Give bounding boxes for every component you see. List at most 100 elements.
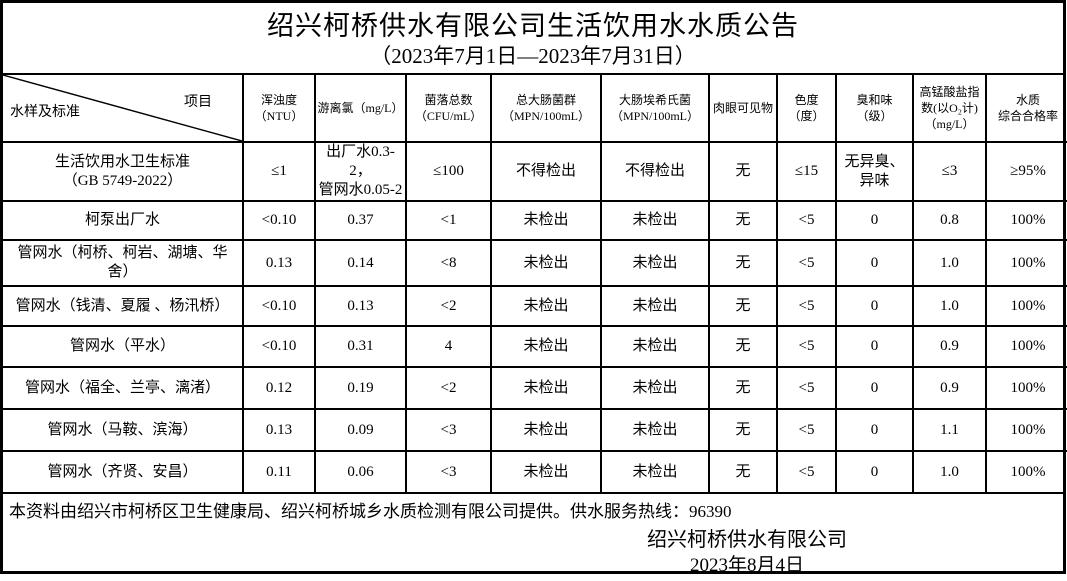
table-cell: 0 <box>835 325 914 368</box>
corner-header-cell: 水样及标准 项目 <box>2 74 244 143</box>
table-cell: <5 <box>776 200 837 241</box>
corner-label-samples: 水样及标准 <box>10 105 80 121</box>
row-label: 管网水（福全、兰亭、漓渚） <box>2 366 244 410</box>
table-cell: 无 <box>708 450 778 493</box>
table-cell: <2 <box>405 366 492 410</box>
table-cell: 0.06 <box>314 450 407 493</box>
column-header-colony-count: 菌落总数 （CFU/mL） <box>405 74 492 143</box>
footer-block: 本资料由绍兴市柯桥区卫生健康局、绍兴柯桥城乡水质检测有限公司提供。供水服务热线：… <box>3 492 1063 581</box>
table-cell: 4 <box>405 325 492 368</box>
table-cell: 不得检出 <box>490 141 602 202</box>
table-cell: <0.10 <box>242 200 316 241</box>
row-label: 管网水（平水） <box>2 325 244 368</box>
table-cell: 0.13 <box>242 239 316 287</box>
row-label: 柯泵出厂水 <box>2 200 244 241</box>
table-cell: 1.0 <box>912 285 987 327</box>
table-cell: 无 <box>708 408 778 452</box>
column-header-odor: 臭和味 （级） <box>835 74 914 143</box>
table-cell: <5 <box>776 325 837 368</box>
table-cell: 0.9 <box>912 325 987 368</box>
table-cell: 100% <box>985 200 1067 241</box>
table-cell: 1.0 <box>912 239 987 287</box>
table-cell: <3 <box>405 450 492 493</box>
table-cell: ≥95% <box>985 141 1067 202</box>
table-cell: 未检出 <box>490 450 602 493</box>
table-cell: 未检出 <box>600 325 710 368</box>
column-header-chroma: 色度 （度） <box>776 74 837 143</box>
table-cell: 未检出 <box>490 325 602 368</box>
page-title: 绍兴柯桥供水有限公司生活饮用水水质公告 <box>267 11 799 41</box>
table-cell: 0.9 <box>912 366 987 410</box>
table-cell: <0.10 <box>242 285 316 327</box>
table-cell: 0.12 <box>242 366 316 410</box>
table-cell: 无 <box>708 325 778 368</box>
table-row: 管网水（齐贤、安昌） 0.11 0.06 <3 未检出 未检出 无 <5 0 1… <box>2 450 1067 493</box>
table-cell: 100% <box>985 450 1067 493</box>
table-cell: 无 <box>708 239 778 287</box>
table-row-standard: 生活饮用水卫生标准 （GB 5749-2022） ≤1 出厂水0.3-2， 管网… <box>2 141 1067 202</box>
table-cell: 无 <box>708 200 778 241</box>
table-cell: 0.09 <box>314 408 407 452</box>
table-cell: 无 <box>708 285 778 327</box>
table-cell: 0 <box>835 200 914 241</box>
table-cell: 未检出 <box>600 200 710 241</box>
table-cell: 0.13 <box>242 408 316 452</box>
table-cell: ≤100 <box>405 141 492 202</box>
table-cell: 0.14 <box>314 239 407 287</box>
table-cell: 0.37 <box>314 200 407 241</box>
table-cell: <5 <box>776 408 837 452</box>
table-cell: 1.0 <box>912 450 987 493</box>
table-cell: 0 <box>835 285 914 327</box>
table-cell: 未检出 <box>600 366 710 410</box>
column-header-permanganate: 高锰酸盐指 数(以O₂计) （mg/L） <box>912 74 987 143</box>
table-cell: 未检出 <box>600 450 710 493</box>
table-cell: 未检出 <box>490 408 602 452</box>
table-cell: 出厂水0.3-2， 管网水0.05-2 <box>314 141 407 202</box>
table-cell: 0 <box>835 450 914 493</box>
table-row: 柯泵出厂水 <0.10 0.37 <1 未检出 未检出 无 <5 0 0.8 1… <box>2 200 1067 241</box>
column-header-total-coliform: 总大肠菌群 （MPN/100mL） <box>490 74 602 143</box>
table-cell: 1.1 <box>912 408 987 452</box>
table-cell: 0 <box>835 239 914 287</box>
table-cell: 未检出 <box>490 285 602 327</box>
table-cell: <8 <box>405 239 492 287</box>
signature-date: 2023年8月4日 <box>689 555 804 576</box>
table-header-row: 水样及标准 项目 浑浊度 （NTU） 游离氯（mg/L） 菌落总数 （CFU/m… <box>2 74 1067 143</box>
table-row: 管网水（钱清、夏履 、杨汛桥） <0.10 0.13 <2 未检出 未检出 无 … <box>2 285 1067 327</box>
table-cell: <5 <box>776 285 837 327</box>
table-cell: 无异臭、 异味 <box>835 141 914 202</box>
footer-note: 本资料由绍兴市柯桥区卫生健康局、绍兴柯桥城乡水质检测有限公司提供。供水服务热线：… <box>9 502 732 521</box>
table-row: 管网水（平水） <0.10 0.31 4 未检出 未检出 无 <5 0 0.9 … <box>2 325 1067 368</box>
table-cell: 未检出 <box>600 408 710 452</box>
table-cell: 0 <box>835 408 914 452</box>
table-cell: 0.19 <box>314 366 407 410</box>
table-cell: 100% <box>985 325 1067 368</box>
table-cell: <5 <box>776 450 837 493</box>
water-quality-table: 水样及标准 项目 浑浊度 （NTU） 游离氯（mg/L） 菌落总数 （CFU/m… <box>2 74 1067 493</box>
column-header-free-chlorine: 游离氯（mg/L） <box>314 74 407 143</box>
row-label: 管网水（钱清、夏履 、杨汛桥） <box>2 285 244 327</box>
row-label: 管网水（马鞍、滨海） <box>2 408 244 452</box>
signature-company: 绍兴柯桥供水有限公司 <box>647 529 847 551</box>
corner-label-items: 项目 <box>184 94 212 110</box>
table-cell: 未检出 <box>490 366 602 410</box>
row-label: 管网水（柯桥、柯岩、湖塘、华 舍） <box>2 239 244 287</box>
table-cell: 未检出 <box>490 200 602 241</box>
row-label: 生活饮用水卫生标准 （GB 5749-2022） <box>2 141 244 202</box>
table-cell: 未检出 <box>600 239 710 287</box>
table-cell: 未检出 <box>600 285 710 327</box>
page-subtitle: （2023年7月1日—2023年7月31日） <box>370 44 696 68</box>
table-cell: <1 <box>405 200 492 241</box>
table-cell: 无 <box>708 141 778 202</box>
table-cell: <0.10 <box>242 325 316 368</box>
table-cell: 0.13 <box>314 285 407 327</box>
table-row: 管网水（马鞍、滨海） 0.13 0.09 <3 未检出 未检出 无 <5 0 1… <box>2 408 1067 452</box>
table-cell: 未检出 <box>490 239 602 287</box>
table-cell: ≤15 <box>776 141 837 202</box>
table-cell: 无 <box>708 366 778 410</box>
column-header-e-coli: 大肠埃希氏菌 （MPN/100mL） <box>600 74 710 143</box>
title-block: 绍兴柯桥供水有限公司生活饮用水水质公告 （2023年7月1日—2023年7月31… <box>3 3 1063 75</box>
table-cell: <2 <box>405 285 492 327</box>
column-header-visible-matter: 肉眼可见物 <box>708 74 778 143</box>
